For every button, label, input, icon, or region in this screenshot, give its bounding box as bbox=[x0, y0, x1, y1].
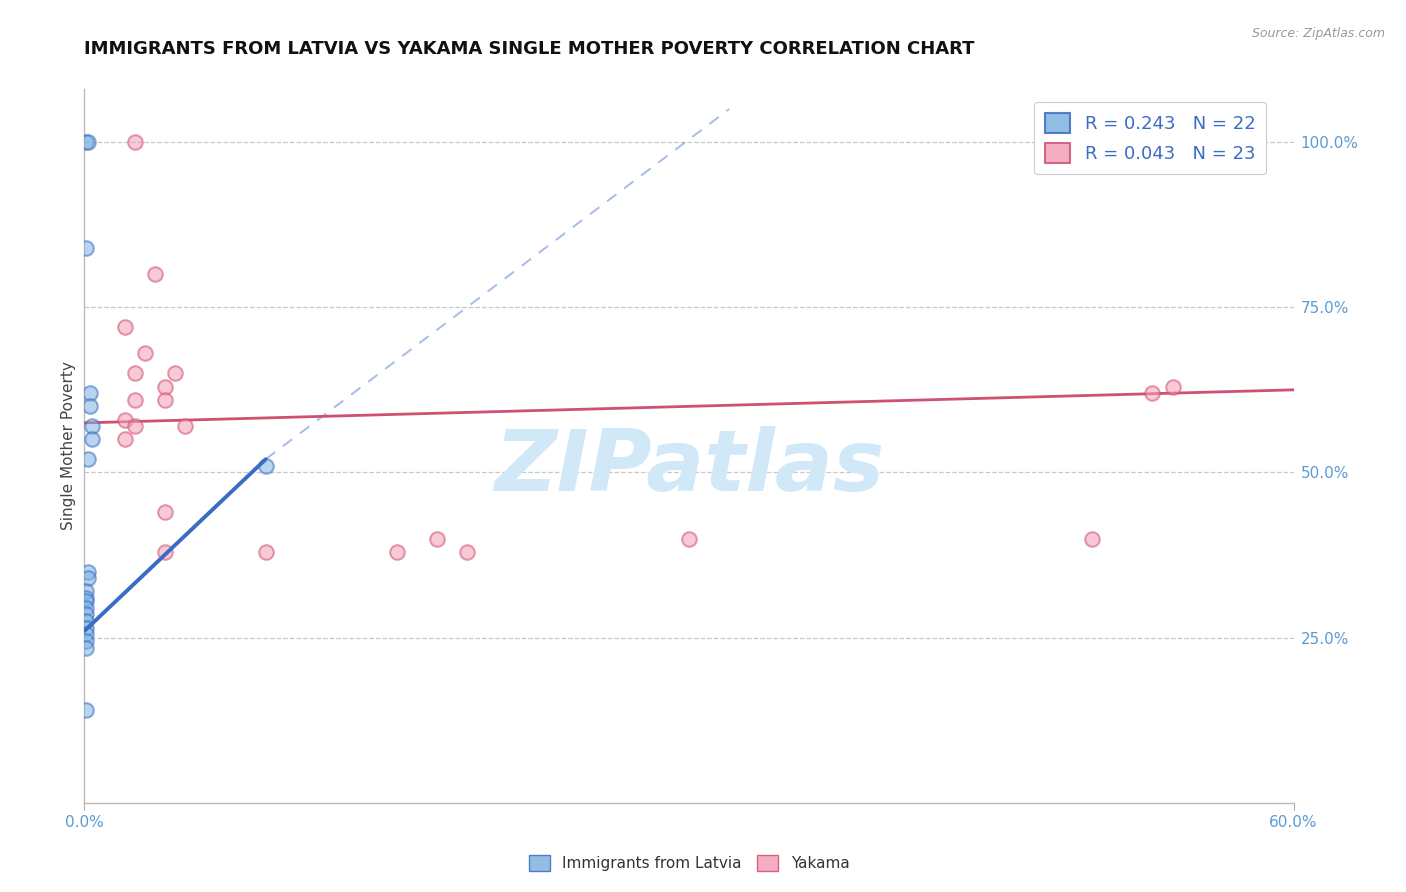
Point bbox=[75, 241, 97, 255]
Point bbox=[79, 386, 101, 401]
Point bbox=[1081, 532, 1104, 546]
Point bbox=[165, 367, 187, 381]
Text: Source: ZipAtlas.com: Source: ZipAtlas.com bbox=[1251, 27, 1385, 40]
Point bbox=[75, 600, 97, 615]
Y-axis label: Single Mother Poverty: Single Mother Poverty bbox=[60, 361, 76, 531]
Point bbox=[114, 412, 136, 426]
Point bbox=[153, 379, 176, 393]
Point bbox=[75, 621, 97, 635]
Point bbox=[75, 703, 97, 717]
Point bbox=[77, 565, 100, 579]
Point bbox=[75, 591, 97, 605]
Point bbox=[75, 634, 97, 648]
Point bbox=[124, 392, 146, 407]
Point bbox=[153, 505, 176, 519]
Point bbox=[143, 267, 166, 281]
Point bbox=[114, 433, 136, 447]
Point bbox=[124, 419, 146, 434]
Point bbox=[678, 532, 700, 546]
Point bbox=[77, 135, 100, 149]
Point bbox=[254, 458, 277, 473]
Point bbox=[134, 346, 156, 360]
Point bbox=[114, 320, 136, 334]
Point bbox=[153, 545, 176, 559]
Point bbox=[75, 640, 97, 655]
Text: ZIPatlas: ZIPatlas bbox=[494, 425, 884, 509]
Point bbox=[82, 419, 104, 434]
Point bbox=[456, 545, 478, 559]
Point bbox=[75, 627, 97, 641]
Point bbox=[385, 545, 408, 559]
Point bbox=[426, 532, 449, 546]
Text: IMMIGRANTS FROM LATVIA VS YAKAMA SINGLE MOTHER POVERTY CORRELATION CHART: IMMIGRANTS FROM LATVIA VS YAKAMA SINGLE … bbox=[84, 40, 974, 58]
Point bbox=[254, 545, 277, 559]
Point bbox=[75, 584, 97, 599]
Point bbox=[75, 614, 97, 628]
Point bbox=[153, 392, 176, 407]
Point bbox=[75, 607, 97, 622]
Point bbox=[77, 571, 100, 585]
Point bbox=[75, 135, 97, 149]
Point bbox=[82, 433, 104, 447]
Point bbox=[1161, 379, 1184, 393]
Point bbox=[79, 400, 101, 414]
Point bbox=[75, 594, 97, 608]
Point bbox=[1142, 386, 1164, 401]
Point bbox=[124, 367, 146, 381]
Point bbox=[77, 452, 100, 467]
Legend: Immigrants from Latvia, Yakama: Immigrants from Latvia, Yakama bbox=[523, 849, 855, 877]
Point bbox=[174, 419, 197, 434]
Point bbox=[124, 135, 146, 149]
